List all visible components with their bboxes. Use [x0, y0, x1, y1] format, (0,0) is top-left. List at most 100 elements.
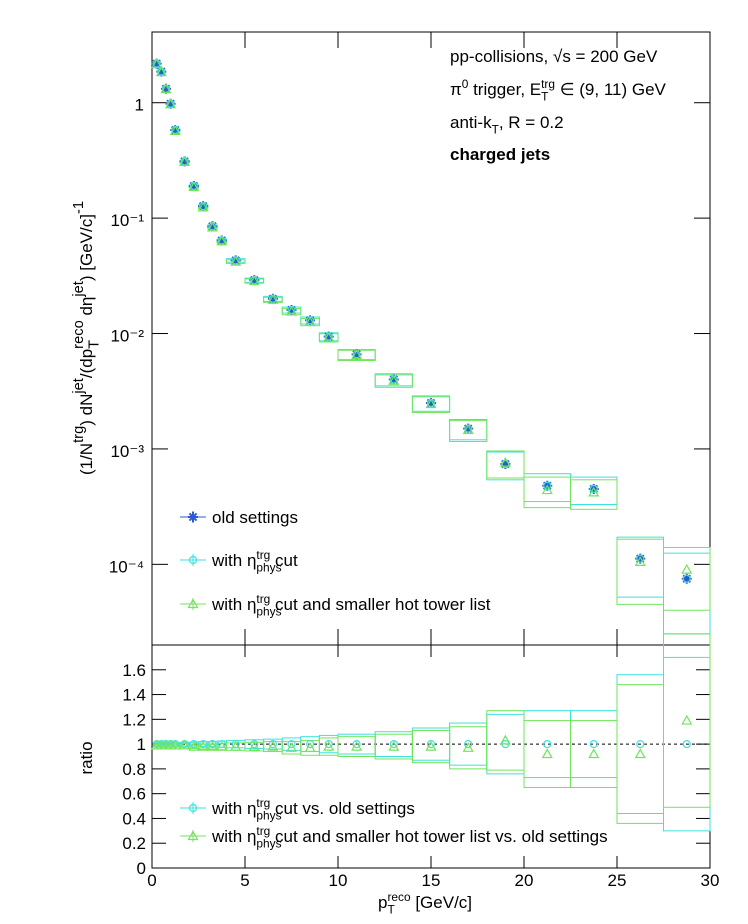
marker [634, 748, 646, 759]
y-tick-label: 10⁻² [110, 327, 144, 346]
marker [198, 201, 209, 212]
text-part: 0 [462, 77, 469, 91]
marker [681, 714, 693, 725]
label: with ηphystrg cut [211, 548, 298, 575]
marker [216, 235, 228, 246]
y-tick-label: 1.6 [122, 661, 146, 680]
x-tick-label: 10 [329, 871, 348, 890]
marker [305, 315, 316, 326]
legend-marker [187, 830, 199, 841]
text-part: p [378, 893, 387, 912]
text-part: , R = 0.2 [499, 113, 564, 132]
text-part: ) [GeV/c] [77, 214, 96, 281]
text-part: T [492, 122, 499, 136]
y-tick-label: 10⁻³ [110, 442, 144, 461]
y-tick-label: 0.4 [122, 809, 146, 828]
text-part: trg [256, 548, 270, 562]
marker [541, 748, 553, 759]
marker [179, 156, 190, 167]
marker [323, 740, 335, 751]
text-part: trg [256, 796, 270, 810]
marker [681, 563, 693, 574]
y-tick-label: 1.4 [122, 686, 146, 705]
marker [389, 740, 398, 749]
marker [216, 740, 228, 751]
marker [206, 740, 218, 751]
marker [248, 275, 260, 286]
text-part: /(dp [77, 349, 96, 378]
marker [351, 740, 363, 751]
label: charged jets [450, 145, 550, 164]
y-tick-label: 0.8 [122, 760, 146, 779]
text-part: trg [541, 77, 555, 91]
text-part: with η [211, 551, 256, 570]
marker [217, 740, 226, 749]
x-tick-label: 0 [147, 871, 156, 890]
text-part: T [87, 340, 103, 349]
marker [285, 305, 298, 316]
y-tick-label: 10⁻¹ [110, 211, 144, 230]
marker [323, 331, 335, 342]
marker [543, 481, 552, 490]
marker [169, 739, 181, 750]
y-tick-label: 1.2 [122, 710, 146, 729]
legend-marker [188, 555, 198, 565]
marker [151, 58, 162, 69]
x-tick-label: 25 [608, 871, 627, 890]
label: with ηphystrg cut and smaller hot tower … [211, 592, 491, 619]
text-part: (1/N [77, 443, 96, 475]
marker [268, 740, 277, 749]
text-part: pp-collisions, √s = 200 GeV [450, 47, 658, 66]
legend-marker [187, 598, 199, 609]
label: (1/Ntrg) dNjet/(dpTreco dηjet) [GeV/c]-1 [71, 201, 103, 475]
text-part: trg [256, 824, 270, 838]
label: pTreco [GeV/c] [378, 890, 472, 917]
marker [500, 459, 511, 470]
text-part: with η [211, 799, 256, 818]
text-part: jet [71, 281, 87, 298]
marker [156, 66, 167, 77]
marker [462, 424, 474, 435]
sys-box [570, 479, 618, 510]
text-part: reco [387, 890, 411, 904]
x-tick-label: 5 [240, 871, 249, 890]
marker [425, 398, 437, 409]
marker [388, 740, 400, 751]
y-tick-label: 1 [137, 735, 146, 754]
marker [248, 740, 260, 751]
y-tick-label: 1 [135, 96, 144, 115]
text-part: ) dN [77, 394, 96, 426]
text-part: trg [256, 592, 270, 606]
marker [179, 156, 191, 167]
text-part: cut [270, 551, 298, 570]
x-tick-label: 30 [701, 871, 720, 890]
sys-box [411, 729, 451, 764]
label: anti-kT, R = 0.2 [450, 113, 564, 136]
marker [160, 83, 171, 94]
sys-box [411, 396, 451, 413]
marker [231, 740, 240, 749]
marker [351, 349, 363, 360]
marker [151, 58, 163, 69]
text-part: phys [256, 560, 281, 574]
label: with ηphystrg cut and smaller hot tower … [211, 824, 608, 851]
marker [588, 748, 600, 759]
marker [682, 740, 691, 749]
y-tick-label: 10⁻⁴ [109, 557, 144, 576]
marker [636, 554, 645, 563]
marker [304, 742, 316, 752]
sys-box [663, 546, 711, 611]
marker [165, 98, 176, 109]
marker [230, 255, 241, 266]
text-part: phys [256, 808, 281, 822]
text-part: reco [71, 320, 87, 349]
text-part: trigger, E [468, 80, 541, 99]
marker [155, 66, 167, 77]
marker [170, 125, 181, 136]
marker [189, 740, 198, 749]
marker [635, 553, 646, 564]
marker [287, 740, 296, 749]
marker [267, 294, 279, 304]
x-tick-label: 15 [422, 871, 441, 890]
